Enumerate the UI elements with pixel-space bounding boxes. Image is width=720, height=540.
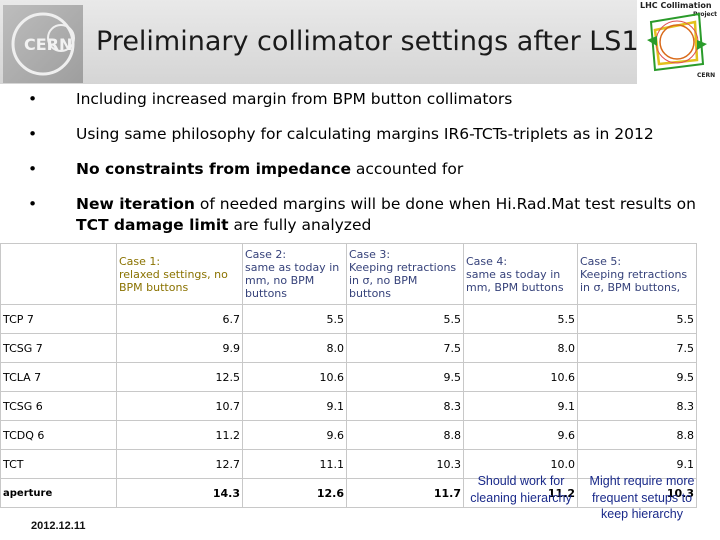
row-label: TCDQ 6 <box>0 420 117 450</box>
row-label: TCSG 6 <box>0 391 117 421</box>
table-cell: 8.0 <box>242 333 347 363</box>
table-header-case3: Case 3: Keeping retractions in σ, no BPM… <box>346 243 464 305</box>
bullet-text: Including increased margin from BPM butt… <box>76 90 513 108</box>
bullet-list: • Including increased margin from BPM but… <box>28 89 718 250</box>
table-row: TCSG 7 9.9 8.0 7.5 8.0 7.5 <box>0 333 697 363</box>
table-cell: 9.1 <box>242 391 347 421</box>
table-cell: 8.8 <box>577 420 697 450</box>
table-row: TCDQ 6 11.2 9.6 8.8 9.6 8.8 <box>0 420 697 450</box>
table-cell: 14.3 <box>116 478 243 508</box>
table-cell: 11.2 <box>463 478 578 508</box>
table-cell: 10.6 <box>463 362 578 392</box>
table-cell: 10.6 <box>242 362 347 392</box>
table-cell: 9.9 <box>116 333 243 363</box>
bullet-bold-text: TCT damage limit <box>76 216 229 234</box>
table-header-case4: Case 4: same as today in mm, BPM buttons <box>463 243 578 305</box>
row-label: TCT <box>0 449 117 479</box>
table-row-aperture: aperture 14.3 12.6 11.7 11.2 10.3 <box>0 478 697 508</box>
table-cell: 12.6 <box>242 478 347 508</box>
table-cell: 8.8 <box>346 420 464 450</box>
table-header-row: Case 1: relaxed settings, no BPM buttons… <box>0 243 697 305</box>
table-cell: 9.6 <box>463 420 578 450</box>
table-cell: 9.6 <box>242 420 347 450</box>
table-cell: 11.7 <box>346 478 464 508</box>
table-header-cell <box>0 243 117 305</box>
table-cell: 12.5 <box>116 362 243 392</box>
case4-note: Should work for cleaning hierarchy <box>470 474 572 505</box>
bullet-text: are fully analyzed <box>228 216 372 234</box>
table-cell: 9.1 <box>577 449 697 479</box>
bullet-item: • New iteration of needed margins will be… <box>28 194 718 236</box>
bullet-item: • No constraints from impedance accounted… <box>28 159 718 180</box>
table-row: TCSG 6 10.7 9.1 8.3 9.1 8.3 <box>0 391 697 421</box>
table-cell: 5.5 <box>346 304 464 334</box>
lhc-collimation-logo: LHC Collimation Project CERN <box>637 0 720 84</box>
table-cell: 11.2 <box>116 420 243 450</box>
row-label: TCLA 7 <box>0 362 117 392</box>
table-cell: 7.5 <box>577 333 697 363</box>
bullet-text: accounted for <box>350 160 464 178</box>
cern-logo-text: CERN <box>24 35 72 54</box>
bullet-dot: • <box>28 90 38 108</box>
lhc-logo-title: LHC Collimation <box>640 1 712 10</box>
table-cell: 6.7 <box>116 304 243 334</box>
row-label: TCSG 7 <box>0 333 117 363</box>
bullet-bold-text: No constraints from impedance <box>76 160 351 178</box>
row-label: TCP 7 <box>0 304 117 334</box>
table-cell: 7.5 <box>346 333 464 363</box>
lhc-logo-cern: CERN <box>697 72 716 79</box>
table-cell: 11.1 <box>242 449 347 479</box>
table-cell: 10.3 <box>346 449 464 479</box>
table-cell: 5.5 <box>463 304 578 334</box>
collimator-settings-table: Case 1: relaxed settings, no BPM buttons… <box>0 243 697 508</box>
table-row: TCP 7 6.7 5.5 5.5 5.5 5.5 <box>0 304 697 334</box>
table-cell: 8.0 <box>463 333 578 363</box>
bullet-item: • Using same philosophy for calculating m… <box>28 124 718 145</box>
bullet-item: • Including increased margin from BPM but… <box>28 89 718 110</box>
table-cell: 9.5 <box>577 362 697 392</box>
bullet-text: of needed margins will be done when Hi.R… <box>194 195 696 213</box>
header-band: CERN Preliminary collimator settings aft… <box>0 0 720 84</box>
bullet-text: Using same philosophy for calculating ma… <box>76 125 654 143</box>
bullet-dot: • <box>28 195 38 213</box>
table-header-case2: Case 2: same as today in mm, no BPM butt… <box>242 243 347 305</box>
slide-date: 2012.12.11 <box>31 520 86 532</box>
table-cell: 9.5 <box>346 362 464 392</box>
slide-title: Preliminary collimator settings after LS… <box>96 26 639 57</box>
table-row: TCLA 7 12.5 10.6 9.5 10.6 9.5 <box>0 362 697 392</box>
row-label: aperture <box>0 478 117 508</box>
table-cell: 8.3 <box>346 391 464 421</box>
table-cell: 8.3 <box>577 391 697 421</box>
bullet-dot: • <box>28 125 38 143</box>
bullet-bold-text: New iteration <box>76 195 195 213</box>
table-row: TCT 12.7 11.1 10.3 10.0 9.1 <box>0 449 697 479</box>
case5-note: Might require more frequent setups to ke… <box>589 474 695 521</box>
bullet-dot: • <box>28 160 38 178</box>
table-cell: 9.1 <box>463 391 578 421</box>
table-header-case5: Case 5: Keeping retractions in σ, BPM bu… <box>577 243 697 305</box>
table-cell: 5.5 <box>242 304 347 334</box>
table-cell: 12.7 <box>116 449 243 479</box>
table-cell: 10.7 <box>116 391 243 421</box>
lhc-logo-subtitle: Project <box>693 11 718 18</box>
table-cell: 10.3 <box>577 478 697 508</box>
cern-logo: CERN <box>3 5 83 83</box>
table-cell: 5.5 <box>577 304 697 334</box>
table-header-case1: Case 1: relaxed settings, no BPM buttons <box>116 243 243 305</box>
